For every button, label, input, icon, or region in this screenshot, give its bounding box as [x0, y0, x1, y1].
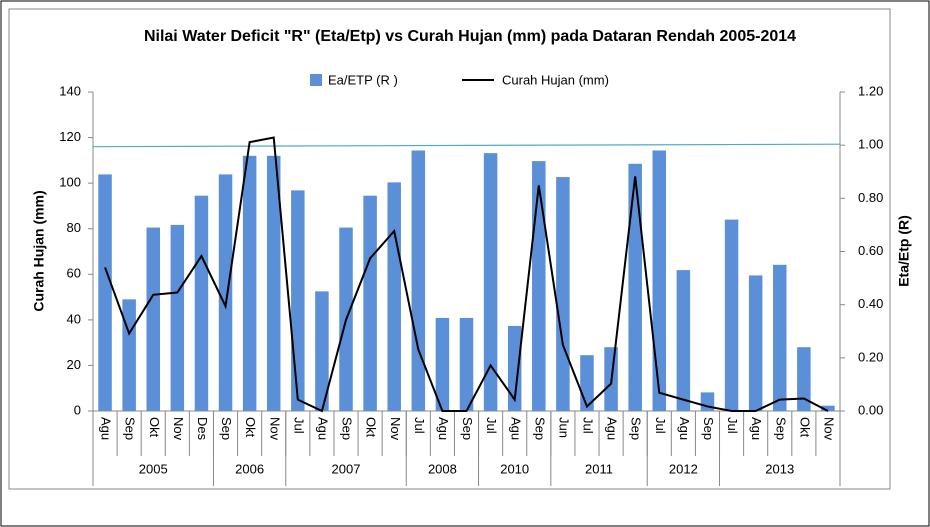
x-tick-label: Jul — [653, 417, 668, 434]
year-label: 2008 — [428, 461, 457, 476]
bar — [748, 275, 763, 411]
legend-swatch — [310, 74, 322, 86]
x-tick-label: Jul — [412, 417, 427, 434]
line — [104, 136, 829, 413]
bar — [98, 174, 112, 411]
x-tick-label: Sep — [532, 417, 547, 440]
bar — [411, 150, 426, 411]
y-axis-title: Curah Hujan (mm) — [31, 190, 47, 311]
y2-tick-label: 0.00 — [858, 402, 883, 417]
year-label: 2007 — [332, 461, 361, 476]
bar — [218, 174, 233, 411]
y2-tick-label: 0.40 — [858, 296, 883, 311]
bar — [652, 150, 667, 411]
x-tick-label: Agu — [677, 417, 692, 440]
bar — [556, 177, 570, 411]
y2-tick-label: 0.20 — [858, 349, 883, 364]
bar — [170, 224, 185, 411]
y-tick-label: 140 — [59, 83, 81, 98]
y-tick-label: 0 — [74, 402, 81, 417]
x-tick-label: Okt — [797, 417, 812, 438]
year-label: 2012 — [669, 461, 698, 476]
x-tick-label: Jul — [581, 417, 596, 434]
x-tick-label: Sep — [701, 417, 716, 440]
year-label: 2010 — [500, 461, 529, 476]
year-label: 2005 — [139, 461, 168, 476]
year-label: 2006 — [235, 461, 264, 476]
bar — [315, 291, 329, 411]
bar — [628, 163, 642, 411]
year-label: 2011 — [585, 461, 613, 476]
x-tick-label: Nov — [267, 417, 282, 441]
bar — [483, 153, 498, 411]
y2-axis-title: Eta/Etp (R) — [896, 215, 912, 287]
chart-title: Nilai Water Deficit "R" (Eta/Etp) vs Cur… — [144, 28, 796, 45]
x-tick-label: Agu — [605, 417, 620, 440]
x-tick-label: Nov — [171, 417, 186, 441]
y-tick-label: 120 — [59, 129, 81, 144]
x-tick-label: Okt — [364, 417, 379, 438]
bar — [532, 161, 546, 411]
y-tick-label: 40 — [67, 311, 81, 326]
y2-tick-label: 1.00 — [858, 137, 883, 152]
x-tick-label: Sep — [629, 417, 644, 440]
x-tick-label: Jul — [291, 417, 306, 434]
legend-label: Ea/ETP (R ) — [328, 72, 398, 87]
bar — [459, 317, 474, 411]
x-tick-label: Jun — [556, 417, 571, 438]
bar — [242, 155, 257, 411]
x-tick-label: Sep — [123, 417, 138, 440]
x-tick-label: Agu — [508, 417, 523, 440]
bar — [291, 190, 305, 411]
bar — [797, 347, 811, 411]
bar — [821, 405, 835, 411]
x-tick-label: Agu — [436, 417, 451, 440]
bar — [146, 227, 160, 411]
y2-tick-label: 0.60 — [858, 243, 883, 258]
bar — [773, 264, 787, 411]
y-tick-label: 80 — [67, 220, 81, 235]
bar — [122, 299, 136, 411]
bar — [387, 182, 401, 411]
bar — [676, 270, 691, 411]
x-tick-label: Jul — [484, 417, 499, 434]
x-tick-label: Jul — [725, 417, 740, 434]
y2-tick-label: 1.20 — [858, 83, 883, 98]
x-tick-label: Agu — [99, 417, 114, 440]
bar — [507, 325, 522, 411]
x-tick-label: Okt — [147, 417, 162, 438]
x-tick-label: Okt — [243, 417, 258, 438]
legend-label: Curah Hujan (mm) — [502, 72, 609, 87]
y2-tick-label: 0.80 — [858, 190, 883, 205]
year-label: 2013 — [765, 461, 794, 476]
x-tick-label: Sep — [340, 417, 355, 440]
reference-line — [92, 143, 841, 148]
x-tick-label: Sep — [460, 417, 475, 440]
bar — [435, 317, 450, 411]
y-tick-label: 60 — [67, 266, 81, 281]
y-tick-label: 20 — [67, 357, 81, 372]
x-tick-label: Agu — [749, 417, 764, 440]
bar — [724, 219, 739, 411]
x-tick-label: Sep — [219, 417, 234, 440]
bar — [194, 195, 209, 411]
y-tick-label: 100 — [59, 175, 81, 190]
x-tick-label: Des — [195, 417, 210, 441]
x-tick-label: Nov — [822, 417, 837, 441]
bar — [266, 155, 281, 411]
x-tick-label: Agu — [315, 417, 330, 440]
x-tick-label: Sep — [773, 417, 788, 440]
x-tick-label: Nov — [388, 417, 403, 441]
bar — [363, 195, 377, 411]
